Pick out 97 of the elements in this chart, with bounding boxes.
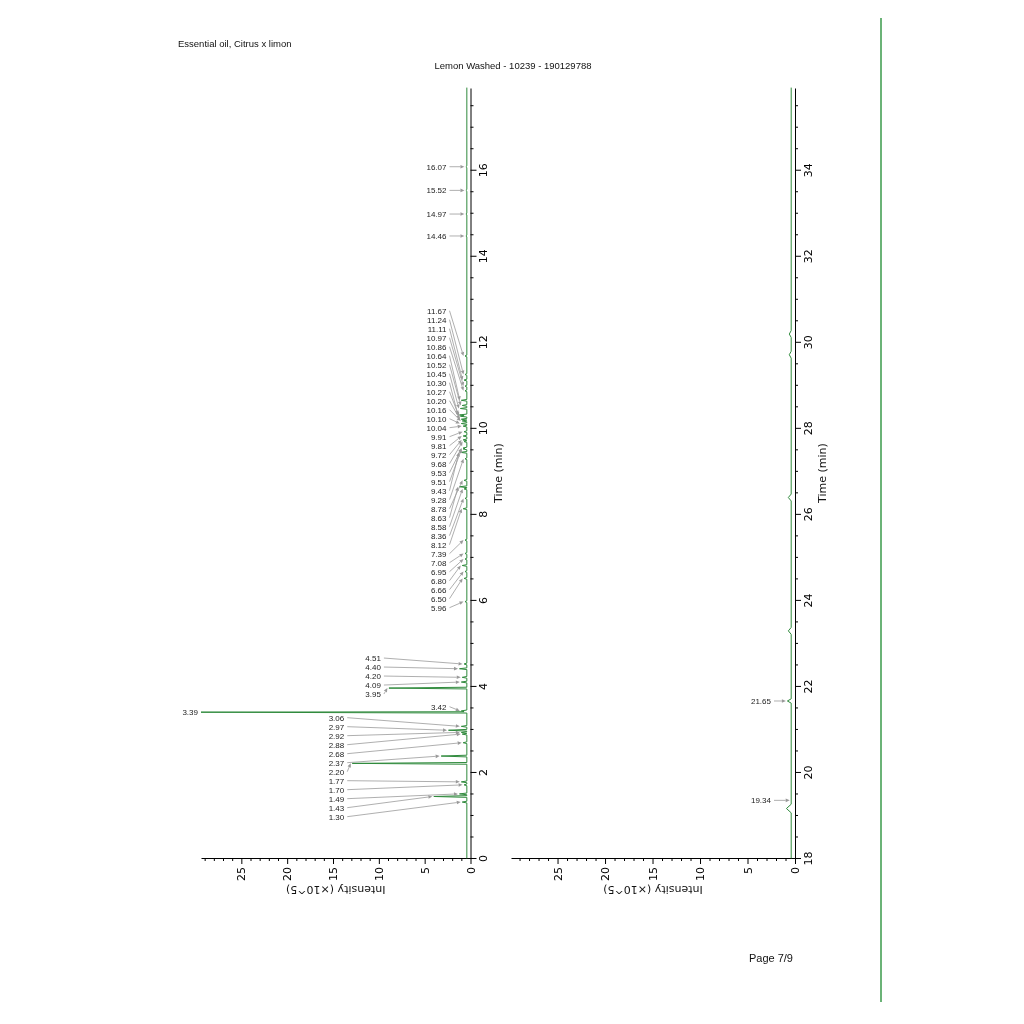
annotation: 10.16: [426, 405, 448, 415]
annotation: 4.40: [365, 663, 382, 673]
annotation: 5.96: [430, 603, 448, 613]
annotation: 7.39: [430, 549, 448, 559]
text: Page 7/9: [748, 952, 793, 964]
y-tick-label: 0: [477, 855, 491, 862]
y-tick-label: 12: [477, 335, 491, 350]
annotation: 10.27: [426, 387, 448, 397]
annotation: 10.10: [426, 414, 448, 424]
annotation: 2.37: [328, 758, 345, 768]
annotation: 10.45: [426, 369, 448, 379]
annotation: 3.95: [365, 690, 382, 700]
annotation: 9.72: [430, 450, 448, 460]
annotation: 8.58: [430, 522, 448, 532]
text: Lemon Washed - 10239 - 190129788: [434, 60, 592, 71]
annotation: 10.97: [426, 333, 448, 343]
annotation: 11.11: [427, 324, 448, 334]
annotation: 2.92: [328, 731, 345, 741]
x-tick-label: 15: [327, 867, 341, 881]
annotation: 6.66: [430, 585, 448, 595]
annotation: 9.51: [430, 477, 448, 487]
x-tick-label: 0: [464, 867, 478, 874]
x-axis-title: Intensity (×10^5): [286, 883, 386, 897]
annotation: 3.39: [182, 708, 199, 718]
y-tick-label: 8: [477, 510, 491, 518]
y-tick-label: 22: [801, 679, 815, 694]
annotation: 8.78: [430, 504, 448, 514]
y-tick-label: 16: [477, 163, 491, 178]
y-tick-label: 10: [477, 421, 491, 436]
annotation: 10.04: [426, 423, 448, 433]
x-tick-label: 20: [281, 867, 295, 881]
y-tick-label: 34: [801, 163, 815, 178]
y-axis-title: Time (min): [816, 443, 829, 504]
y-tick-label: 30: [801, 335, 815, 350]
annotation: 8.12: [430, 540, 448, 550]
annotation: 4.09: [365, 681, 382, 691]
annotation: 2.20: [328, 767, 345, 777]
annotation: 15.52: [426, 186, 448, 196]
y-tick-label: 2: [477, 768, 491, 776]
annotation: 1.49: [328, 794, 345, 804]
annotation: 21.65: [750, 696, 772, 706]
annotation: 14.46: [426, 231, 448, 241]
y-tick-label: 6: [477, 596, 491, 604]
annotation: 9.68: [430, 459, 448, 469]
annotation: 9.28: [430, 495, 448, 505]
annotation: 6.80: [430, 576, 448, 586]
y-tick-label: 26: [801, 507, 815, 522]
annotation: 3.06: [328, 713, 345, 723]
x-tick-label: 15: [646, 867, 660, 881]
x-tick-label: 20: [599, 867, 613, 881]
annotation: 4.20: [365, 672, 382, 682]
x-tick-label: 0: [789, 867, 803, 874]
annotation: 9.43: [430, 486, 448, 496]
annotation: 11.24: [427, 315, 448, 325]
annotation: 6.95: [430, 567, 448, 577]
annotation: 6.50: [430, 594, 448, 604]
y-tick-label: 20: [801, 765, 815, 780]
annotation: 10.86: [426, 342, 448, 352]
annotation: 3.42: [430, 702, 448, 712]
x-tick-label: 5: [418, 867, 432, 874]
annotation: 9.53: [430, 468, 448, 478]
annotation: 16.07: [426, 162, 448, 172]
annotation: 4.51: [365, 654, 382, 664]
annotation: 2.68: [328, 749, 345, 759]
x-tick-label: 10: [372, 867, 386, 881]
x-tick-label: 25: [235, 867, 249, 881]
annotation: 7.08: [430, 558, 448, 568]
annotation: 11.67: [427, 306, 448, 316]
annotation: 2.88: [328, 740, 345, 750]
annotation: 9.81: [430, 441, 448, 451]
annotation: 1.70: [328, 785, 345, 795]
annotation: 10.20: [426, 396, 448, 406]
y-tick-label: 28: [801, 421, 815, 436]
annotation: 1.43: [328, 803, 345, 813]
annotation: 8.36: [430, 531, 448, 541]
x-tick-label: 10: [694, 867, 708, 881]
x-tick-label: 5: [741, 867, 755, 874]
annotation: 10.64: [426, 351, 448, 361]
y-tick-label: 24: [801, 593, 815, 608]
y-tick-label: 14: [477, 249, 491, 264]
annotation: 9.91: [430, 432, 448, 442]
y-tick-label: 18: [801, 851, 815, 866]
annotation: 10.52: [426, 360, 448, 370]
annotation: 10.30: [426, 378, 448, 388]
annotation: 1.30: [328, 812, 345, 822]
x-axis-title: Intensity (×10^5): [603, 883, 703, 897]
annotation: 19.34: [750, 796, 772, 806]
x-tick-label: 25: [551, 867, 565, 881]
annotation: 8.63: [430, 513, 448, 523]
chart-title: Essential oil, Citrus x limon: [178, 38, 292, 49]
annotation: 1.77: [328, 776, 345, 786]
annotation: 2.97: [328, 722, 345, 732]
y-tick-label: 32: [801, 249, 815, 264]
y-axis-title: Time (min): [491, 443, 505, 504]
annotation: 14.97: [426, 210, 448, 220]
line-series: [200, 87, 468, 859]
y-tick-label: 4: [477, 682, 491, 690]
